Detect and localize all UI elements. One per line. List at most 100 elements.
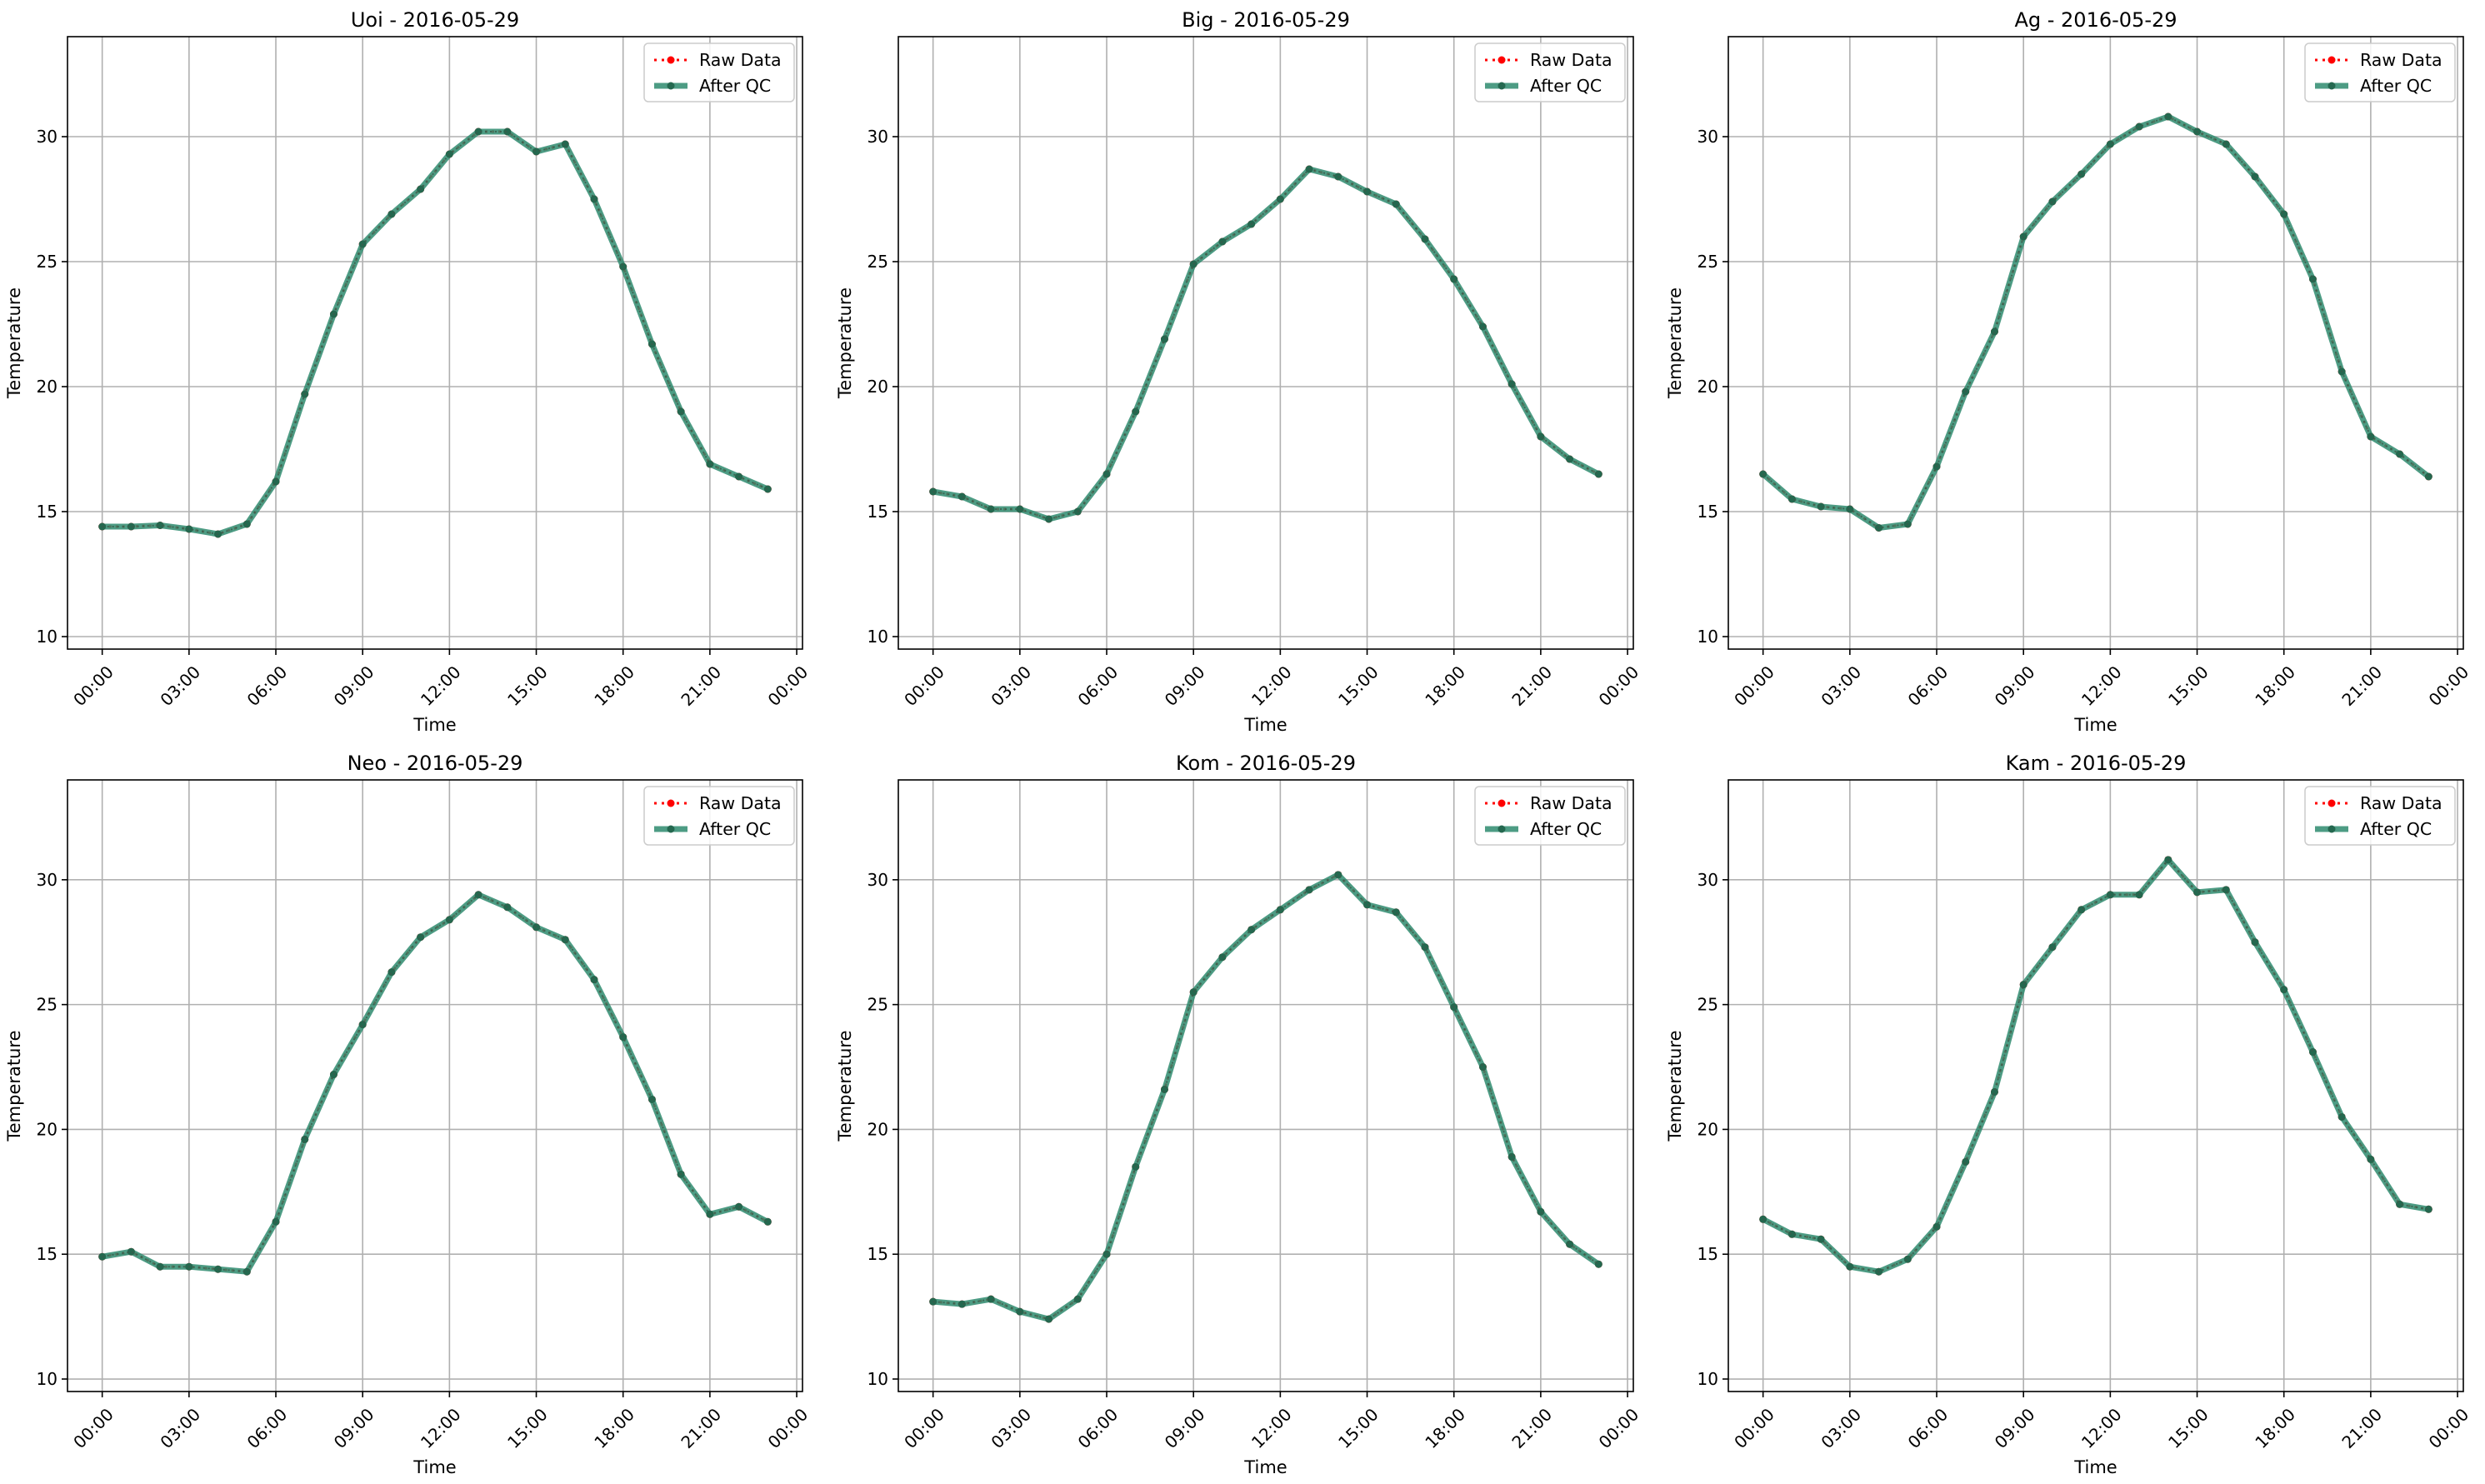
- x-tick-label: 03:00: [156, 662, 204, 710]
- after-qc-point: [1759, 470, 1768, 478]
- y-axis-label: Temperature: [835, 1030, 855, 1142]
- x-tick-label: 21:00: [2338, 662, 2386, 710]
- raw-data-line: [932, 167, 1599, 521]
- legend-raw-data-marker: [1498, 799, 1506, 807]
- after-qc-point: [1160, 335, 1168, 343]
- x-tick-label: 00:00: [1595, 1404, 1643, 1452]
- grid: [898, 780, 1633, 1392]
- x-tick-label: 00:00: [2425, 1404, 2473, 1452]
- x-tick-label: 15:00: [1334, 662, 1382, 710]
- y-tick-label: 15: [37, 1244, 58, 1264]
- after-qc-point: [98, 522, 107, 531]
- after-qc-point: [1817, 502, 1825, 511]
- after-qc-point: [2106, 140, 2114, 148]
- after-qc-point: [445, 150, 453, 158]
- y-axis-label: Temperature: [1665, 287, 1685, 399]
- x-tick-label: 21:00: [2338, 1404, 2386, 1452]
- x-tick-label: 09:00: [330, 1404, 378, 1452]
- y-axis-label: Temperature: [835, 287, 855, 399]
- x-tick-label: 06:00: [243, 1404, 292, 1452]
- axes-frame: [898, 36, 1634, 650]
- after-qc-line: [1762, 857, 2429, 1275]
- after-qc-point: [1537, 1207, 1545, 1216]
- y-tick-label: 25: [1698, 252, 1718, 272]
- legend: Raw Data After QC: [1474, 786, 1626, 846]
- after-qc-point: [1160, 1085, 1168, 1093]
- x-tick-label: 03:00: [156, 1404, 204, 1452]
- x-tick-label: 18:00: [1421, 662, 1469, 710]
- after-qc-point: [98, 1252, 107, 1261]
- after-qc-point: [561, 936, 569, 944]
- x-tick-label: 12:00: [417, 662, 465, 710]
- after-qc-point: [127, 1247, 135, 1256]
- after-qc-point: [1392, 908, 1400, 917]
- after-qc-point: [929, 1297, 938, 1306]
- after-qc-point: [2280, 210, 2288, 218]
- chart-title: Kam - 2016-05-29: [2006, 752, 2187, 775]
- after-qc-point: [1016, 1307, 1024, 1316]
- x-tick-label: 15:00: [2164, 1404, 2212, 1452]
- x-tick-label: 00:00: [69, 662, 118, 710]
- after-qc-point: [1045, 1315, 1053, 1323]
- after-qc-point: [1990, 1087, 1998, 1096]
- axes-frame: [898, 779, 1634, 1392]
- raw-data-line: [932, 872, 1600, 1321]
- legend-after-qc-marker: [2328, 825, 2336, 833]
- x-tick-label: 00:00: [764, 662, 812, 710]
- chart-panel-5: 00:00 03:00 06:00 09:00 12:00 15:00 18:00 21:00…: [835, 752, 1642, 1477]
- y-axis-label: Temperature: [4, 1030, 24, 1142]
- grid: [898, 37, 1633, 649]
- chart-panel-1: 00:00 03:00 06:00 09:00 12:00 15:00 18:00 21:00…: [4, 8, 812, 735]
- after-qc-point: [388, 210, 396, 218]
- x-tick-label: 18:00: [590, 662, 638, 710]
- after-qc-point: [763, 1217, 772, 1226]
- after-qc-point: [2280, 986, 2288, 994]
- after-qc-point: [2338, 1112, 2346, 1121]
- after-qc-point: [242, 520, 251, 528]
- legend-raw-data-marker: [1498, 56, 1506, 64]
- legend-raw-data-marker: [667, 56, 675, 64]
- x-axis-label: Time: [412, 715, 456, 735]
- after-qc-point: [958, 492, 966, 501]
- raw-data-overlay: [932, 167, 1599, 521]
- after-qc-point: [1594, 1260, 1602, 1268]
- y-tick-label: 15: [37, 502, 58, 522]
- after-qc-point: [619, 1033, 628, 1042]
- legend-raw-data-label: Raw Data: [699, 50, 782, 70]
- raw-data-line: [102, 893, 768, 1273]
- after-qc-point: [503, 127, 512, 136]
- y-tick-label: 20: [37, 377, 58, 397]
- raw-data-overlay: [1762, 115, 2429, 529]
- chart-title: Uoi - 2016-05-29: [351, 8, 519, 32]
- y-tick-label: 30: [37, 127, 58, 147]
- x-tick-label: 12:00: [2078, 1404, 2126, 1452]
- after-qc-point: [987, 1295, 995, 1303]
- x-tick-label: 06:00: [1904, 662, 1952, 710]
- after-qc-point: [2367, 1155, 2375, 1163]
- after-qc-point: [2222, 140, 2230, 148]
- x-tick-label: 21:00: [677, 1404, 725, 1452]
- x-tick-label: 15:00: [503, 1404, 552, 1452]
- y-tick-label: 20: [868, 1119, 888, 1139]
- after-qc-point: [1189, 988, 1198, 997]
- after-qc-point: [2164, 112, 2172, 121]
- y-tick-label: 15: [1698, 502, 1718, 522]
- x-axis-label: Time: [1243, 715, 1287, 735]
- x-tick-label: 00:00: [2425, 662, 2473, 710]
- x-tick-label: 12:00: [1248, 1404, 1296, 1452]
- after-qc-point: [301, 1135, 309, 1143]
- legend: Raw Data After QC: [643, 786, 795, 846]
- after-qc-point: [214, 1265, 222, 1273]
- chart-panel-4: 00:00 03:00 06:00 09:00 12:00 15:00 18:00 21:00…: [4, 752, 812, 1477]
- chart-title: Neo - 2016-05-29: [348, 752, 523, 775]
- after-qc-point: [677, 407, 685, 416]
- raw-data-line: [102, 130, 768, 536]
- after-qc-point: [445, 916, 453, 924]
- after-qc-point: [2308, 275, 2317, 283]
- after-qc-point: [561, 140, 569, 148]
- x-tick-label: 00:00: [1730, 662, 1778, 710]
- after-qc-point: [532, 923, 541, 932]
- after-qc-point: [929, 487, 938, 496]
- x-tick-label: 06:00: [243, 662, 292, 710]
